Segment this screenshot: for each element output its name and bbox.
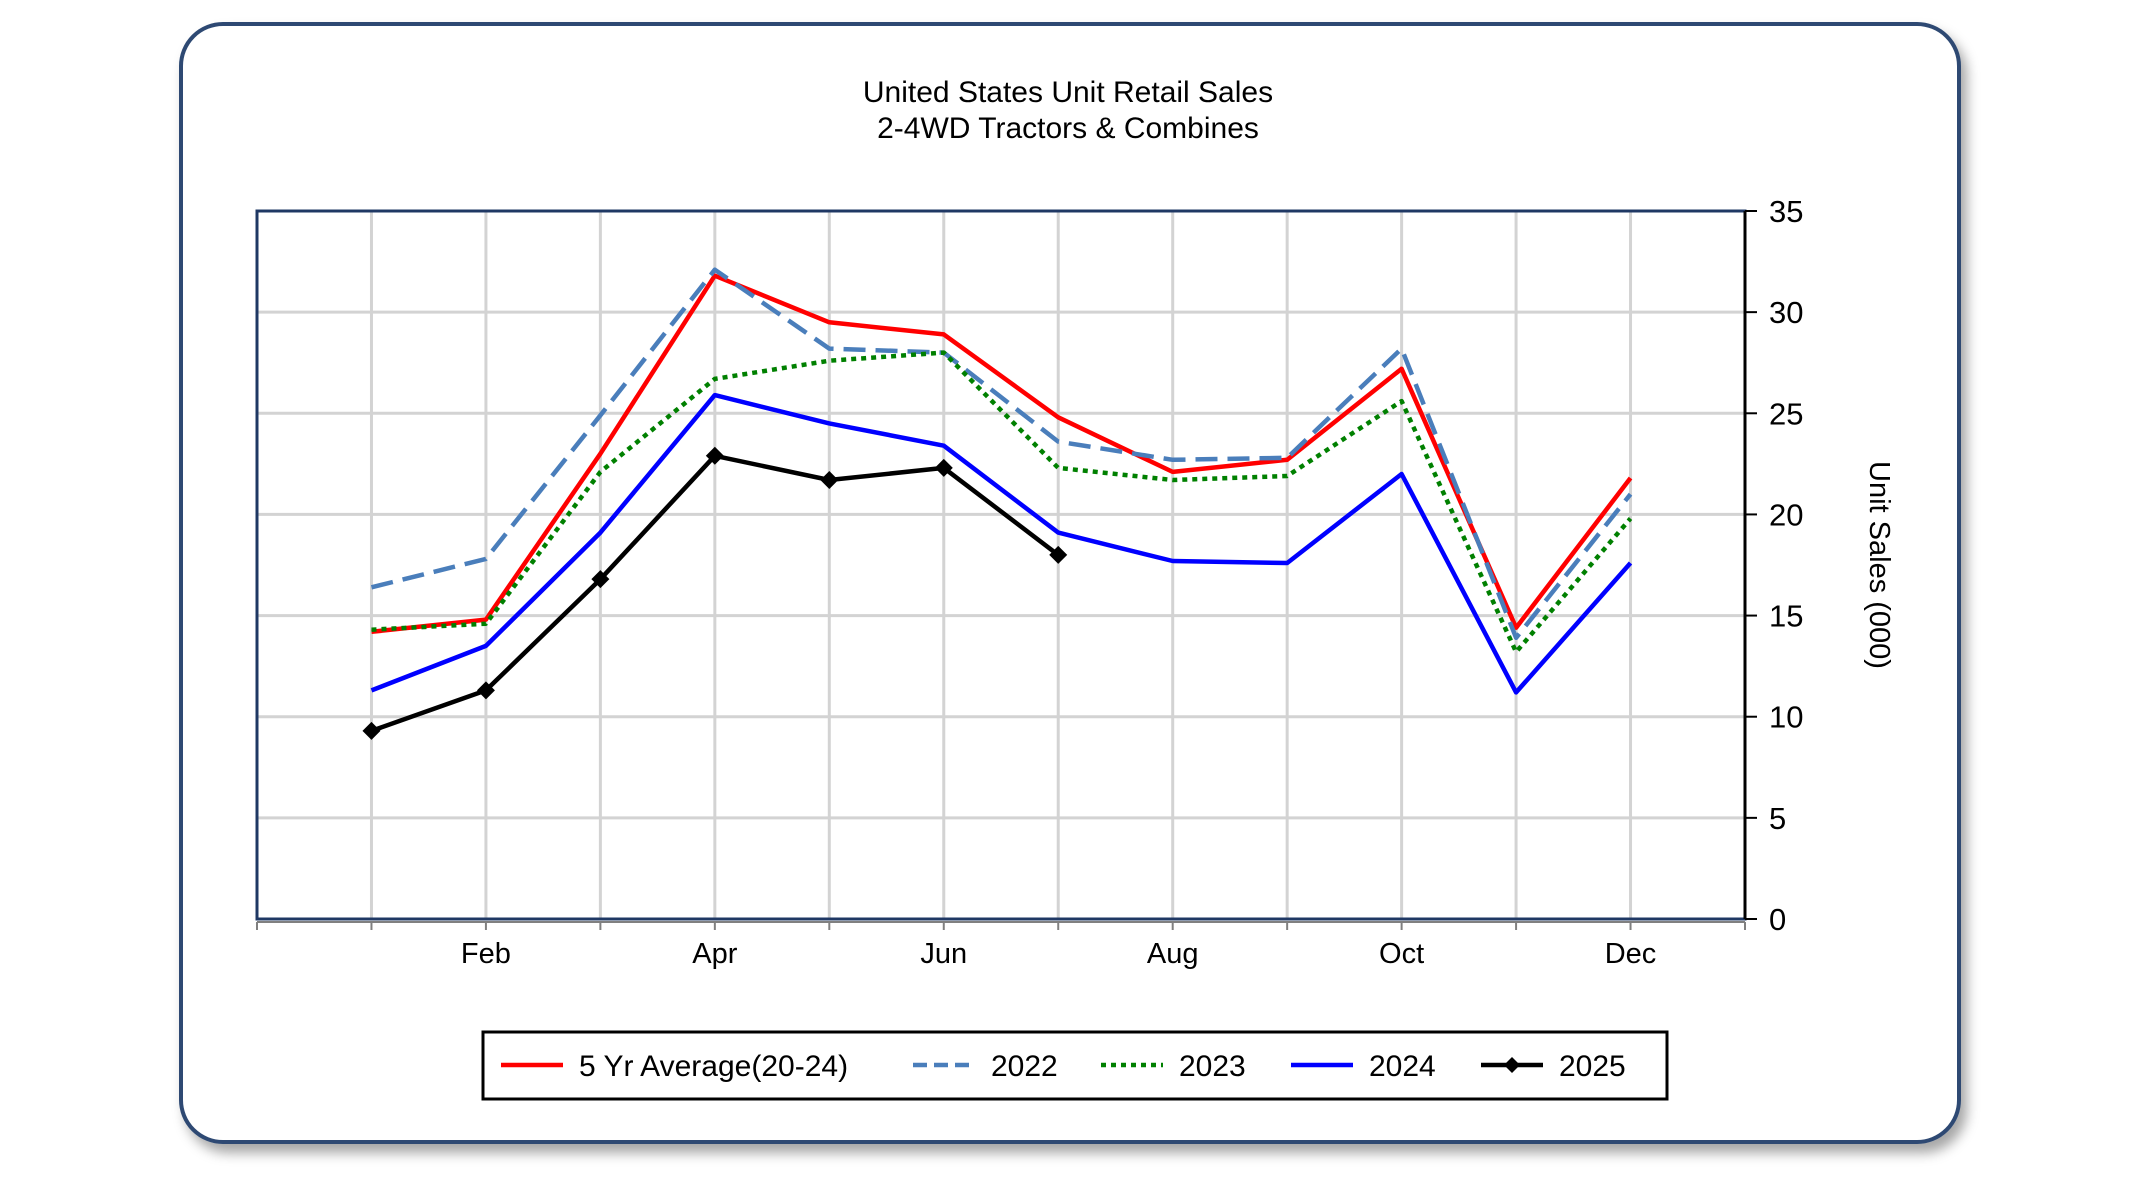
chart-title: United States Unit Retail Sales [863, 76, 1273, 109]
legend-label: 5 Yr Average(20-24) [579, 1050, 848, 1083]
grid [257, 211, 1745, 919]
x-tick-label: Apr [692, 938, 737, 970]
y-tick-label: 35 [1769, 194, 1803, 229]
legend-label: 2024 [1369, 1050, 1436, 1083]
plot-area [257, 211, 1745, 919]
data-point-marker [1049, 545, 1068, 564]
series-line-2022 [370, 267, 1633, 641]
x-tick-label: Aug [1147, 938, 1199, 970]
data-point-marker [362, 721, 381, 740]
y-axis-label: Unit Sales (000) [1863, 461, 1895, 669]
y-tick-label: 10 [1769, 700, 1803, 735]
series-line-5-yr-average-20-24 [371, 273, 1633, 635]
series-markers [362, 446, 1068, 740]
y-tick-label: 20 [1769, 497, 1803, 532]
legend-label: 2022 [991, 1050, 1058, 1083]
data-point-marker [934, 458, 953, 477]
y-tick-label: 30 [1769, 295, 1803, 330]
y-tick-label: 0 [1769, 902, 1786, 937]
x-tick-label: Oct [1379, 938, 1424, 970]
data-point-marker [591, 570, 610, 589]
series-line-2023 [371, 350, 1633, 655]
x-tick-label: Dec [1605, 938, 1657, 970]
y-tick-label: 15 [1769, 599, 1803, 634]
series-line-2024 [370, 392, 1633, 695]
y-tick-label: 5 [1769, 801, 1786, 836]
x-tick-label: Jun [920, 938, 967, 970]
x-tick-label: Feb [461, 938, 511, 970]
data-point-marker [476, 681, 495, 700]
legend: 5 Yr Average(20-24) 2022 2023 2024 2025 [481, 1030, 1669, 1101]
chart-subtitle: 2-4WD Tractors & Combines [877, 112, 1259, 145]
legend-label: 2025 [1559, 1050, 1626, 1083]
legend-label: 2023 [1179, 1050, 1246, 1083]
legend-box [481, 1030, 1669, 1101]
y-tick-label: 25 [1769, 396, 1803, 431]
data-point-marker [705, 446, 724, 465]
axes: Feb Apr Jun Aug Oct Dec 0 5 10 15 20 25 30 35 [256, 194, 1803, 970]
legend-marker [1504, 1057, 1520, 1073]
data-point-marker [820, 471, 839, 490]
